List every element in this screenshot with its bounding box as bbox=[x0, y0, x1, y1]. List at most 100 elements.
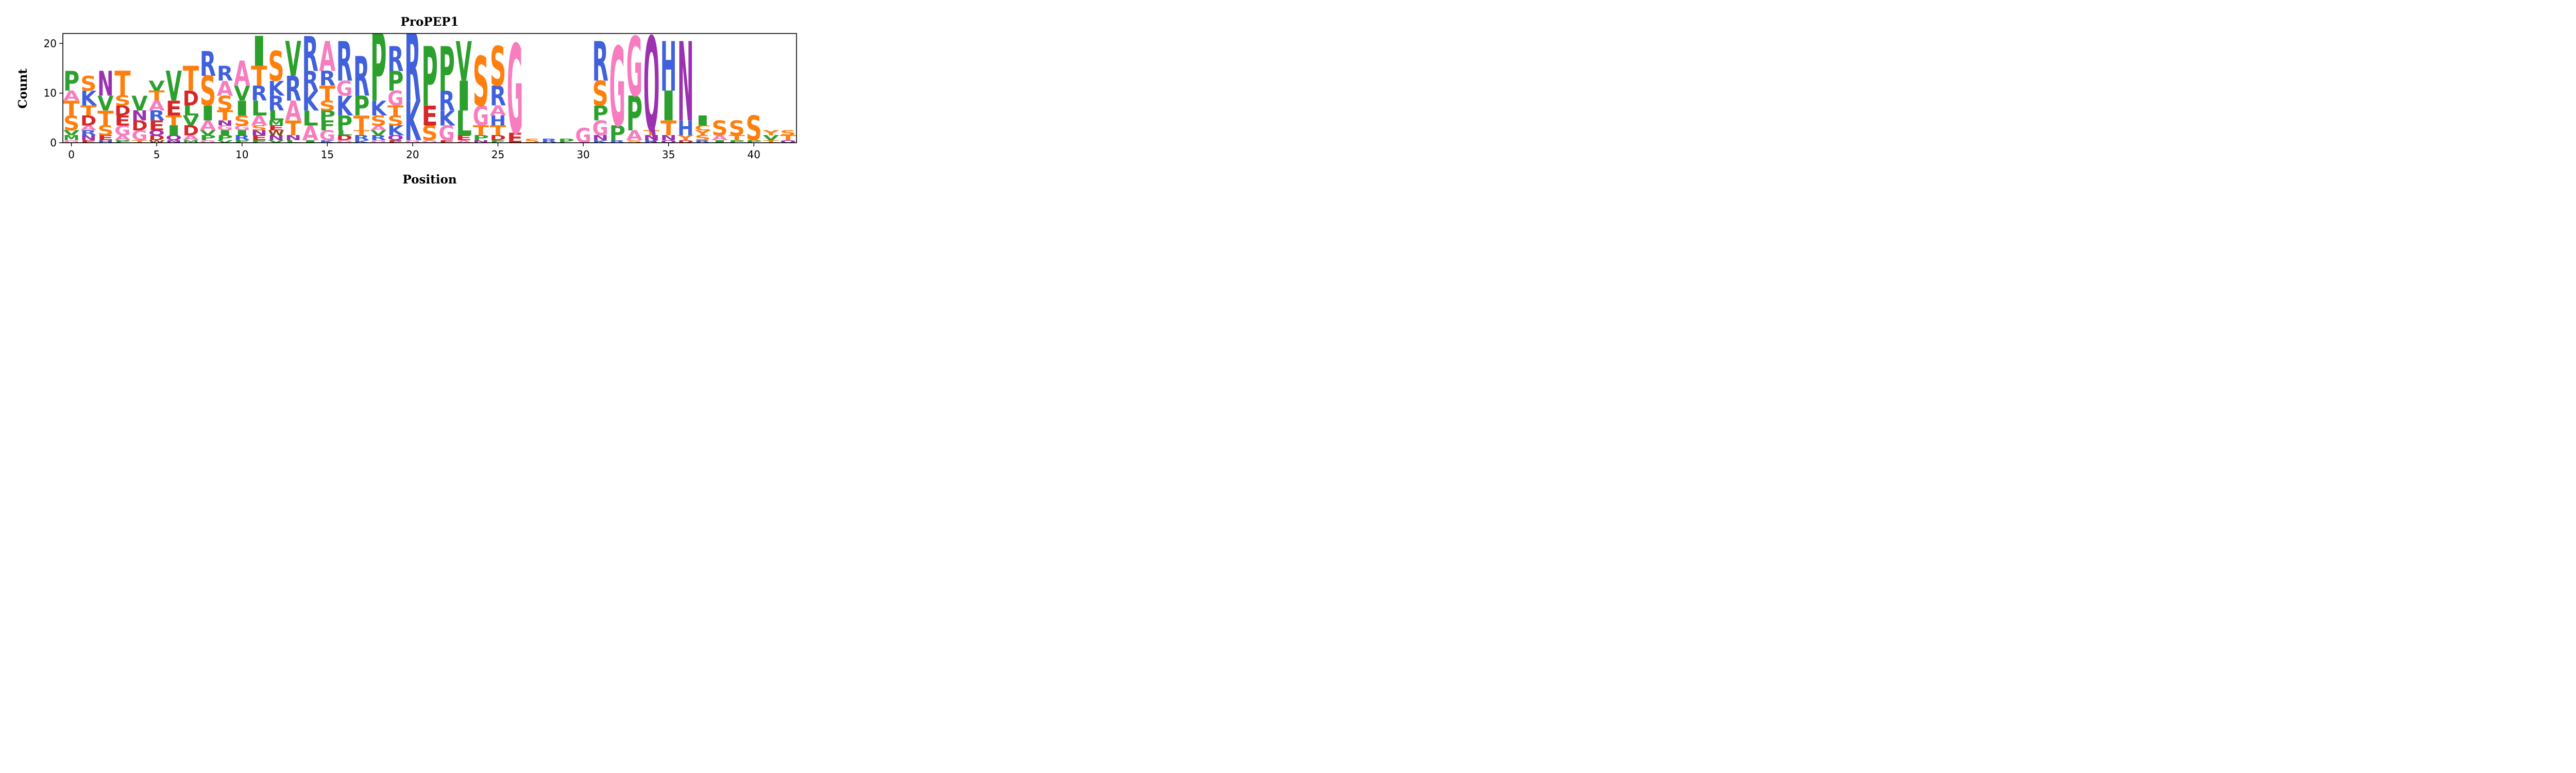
logo-letter-P-pos-39: P bbox=[728, 140, 744, 144]
logo-letter-L-pos-13: L bbox=[285, 140, 301, 144]
logo-letter-M-pos-0: M bbox=[63, 134, 79, 142]
logo-letter-A-pos-33: A bbox=[626, 128, 643, 144]
logo-letter-R-pos-5: R bbox=[148, 108, 164, 124]
logo-letter-S-pos-27: S bbox=[524, 138, 540, 144]
logo-letter-E-pos-21: E bbox=[421, 100, 437, 132]
logo-letter-N-pos-12: N bbox=[268, 134, 284, 142]
logo-letter-G-pos-0: G bbox=[63, 140, 79, 144]
logo-letter-R-pos-14: R bbox=[302, 27, 318, 82]
logo-letter-I-pos-23: I bbox=[456, 73, 472, 121]
logo-letter-L-pos-7: L bbox=[183, 103, 199, 119]
logo-letter-M-pos-12: M bbox=[268, 119, 284, 127]
logo-letter-T-pos-17: T bbox=[353, 129, 369, 137]
logo-letter-S-pos-38: S bbox=[711, 116, 727, 140]
x-tick-label: 20 bbox=[406, 148, 419, 161]
logo-letter-E-pos-26: E bbox=[507, 130, 523, 146]
logo-letter-E-pos-22: E bbox=[438, 140, 454, 144]
logo-letter-R-pos-18: R bbox=[370, 134, 386, 142]
logo-letter-G-pos-24: G bbox=[473, 100, 489, 132]
logo-letter-G-pos-8: G bbox=[200, 140, 216, 144]
logo-letter-A-pos-25: A bbox=[490, 103, 506, 119]
logo-letter-P-pos-19: P bbox=[387, 66, 403, 97]
logo-letter-T-pos-5: T bbox=[148, 88, 165, 104]
logo-letter-V-pos-4: V bbox=[131, 92, 147, 115]
logo-letter-I-pos-37: I bbox=[694, 113, 710, 129]
logo-letter-V-pos-12: V bbox=[268, 140, 284, 144]
logo-letter-K-pos-31: K bbox=[592, 140, 609, 144]
logo-letter-S-pos-33: S bbox=[626, 140, 642, 144]
logo-letter-Q-pos-5: Q bbox=[148, 129, 164, 137]
logo-letter-E-pos-2: E bbox=[97, 134, 113, 142]
logo-letter-R-pos-20: R bbox=[404, 12, 420, 123]
logo-letter-E-pos-12: E bbox=[268, 124, 284, 132]
logo-letter-F-pos-25: F bbox=[490, 140, 506, 144]
logo-letter-N-pos-9: N bbox=[217, 119, 233, 127]
logo-letter-G-pos-10: G bbox=[234, 124, 250, 132]
logo-letter-G-pos-31: G bbox=[592, 117, 608, 141]
logo-letter-A-pos-1: A bbox=[80, 124, 97, 132]
logo-letter-R-pos-31: R bbox=[592, 30, 608, 94]
logo-letter-I-pos-10: I bbox=[234, 96, 250, 120]
logo-letter-T-pos-24: T bbox=[473, 123, 489, 139]
logo-letter-R-pos-25: R bbox=[490, 81, 506, 113]
logo-letter-N-pos-31: N bbox=[592, 134, 608, 142]
logo-letter-R-pos-22: R bbox=[438, 86, 454, 117]
logo-letter-G-pos-20: G bbox=[404, 140, 420, 144]
logo-letter-G-pos-16: G bbox=[336, 77, 352, 101]
logo-letter-A-pos-11: A bbox=[251, 113, 267, 129]
logo-letter-R-pos-9: R bbox=[217, 62, 233, 86]
logo-letter-I-pos-14: I bbox=[302, 140, 318, 144]
logo-letter-R-pos-16: R bbox=[336, 30, 352, 94]
logo-letter-S-pos-37: S bbox=[694, 134, 710, 142]
logo-letter-P-pos-18: P bbox=[370, 12, 386, 123]
logo-letter-N-pos-13: N bbox=[285, 134, 301, 142]
logo-letter-N-pos-4: N bbox=[131, 108, 147, 124]
logo-letter-P-pos-9: P bbox=[217, 135, 233, 142]
logo-letter-F-pos-15: F bbox=[319, 117, 335, 133]
logo-letter-A-pos-14: A bbox=[302, 122, 318, 145]
x-tick-label: 35 bbox=[662, 148, 675, 161]
logo-letter-V-pos-8: V bbox=[200, 129, 216, 137]
logo-letter-R-pos-37: R bbox=[694, 140, 710, 144]
logo-letter-D-pos-36: D bbox=[677, 140, 693, 144]
x-tick-label: 25 bbox=[492, 148, 504, 161]
logo-letter-P-pos-22: P bbox=[438, 35, 454, 106]
logo-letter-V-pos-2: V bbox=[97, 92, 113, 115]
sequence-logo-chart: ProPEP1 GMVSTAPENRADTKSHESTVNPAGEDSTTGDN… bbox=[16, 12, 797, 187]
logo-letter-N-pos-35: N bbox=[660, 134, 676, 142]
logo-letter-A-pos-38: A bbox=[711, 134, 728, 142]
logo-letter-L-pos-23: L bbox=[456, 104, 472, 143]
logo-letter-A-pos-0: A bbox=[63, 88, 80, 104]
logo-letter-T-pos-25: T bbox=[490, 123, 506, 139]
logo-letter-R-pos-11: R bbox=[251, 82, 267, 106]
logo-letter-A-pos-10: A bbox=[234, 54, 250, 94]
logo-letter-S-pos-9: S bbox=[217, 91, 233, 115]
logo-letter-G-pos-33: G bbox=[626, 21, 642, 115]
logo-letter-T-pos-35: T bbox=[660, 117, 677, 141]
x-tick-label: 30 bbox=[577, 148, 589, 161]
logo-letter-V-pos-0: V bbox=[63, 129, 80, 137]
logo-letter-G-pos-4: G bbox=[131, 127, 147, 143]
logo-letter-S-pos-8: S bbox=[200, 69, 216, 116]
logo-letter-T-pos-1: T bbox=[80, 103, 97, 119]
logo-letter-A-pos-8: A bbox=[200, 118, 216, 134]
logo-letter-E-pos-23: E bbox=[456, 134, 472, 142]
logo-letter-R-pos-15: R bbox=[319, 68, 335, 91]
logo-letter-N-pos-11: N bbox=[251, 129, 267, 137]
logo-letter-R-pos-8: R bbox=[200, 44, 216, 84]
logo-letter-V-pos-6: V bbox=[166, 63, 182, 110]
logo-letter-P-pos-8: P bbox=[200, 135, 216, 142]
logo-letter-F-pos-11: F bbox=[251, 140, 267, 144]
logo-letter-I-pos-35: I bbox=[660, 83, 676, 130]
logo-letter-D-pos-1: D bbox=[80, 113, 96, 129]
logo-letter-K-pos-12: K bbox=[268, 77, 285, 100]
logo-letter-V-pos-10: V bbox=[234, 82, 250, 106]
logo-letter-V-pos-7: V bbox=[183, 113, 199, 129]
logo-glyphs: GMVSTAPENRADTKSHESTVNPAGEDSTTGDNVWDQERAT… bbox=[63, 12, 796, 146]
logo-letter-T-pos-2: T bbox=[97, 107, 114, 130]
logo-letter-D-pos-7: D bbox=[183, 123, 199, 139]
logo-letter-S-pos-25: S bbox=[490, 36, 506, 99]
logo-letter-R-pos-13: R bbox=[285, 69, 301, 109]
logo-letter-C-pos-37: C bbox=[694, 124, 710, 132]
logo-letter-K-pos-17: K bbox=[353, 140, 371, 144]
